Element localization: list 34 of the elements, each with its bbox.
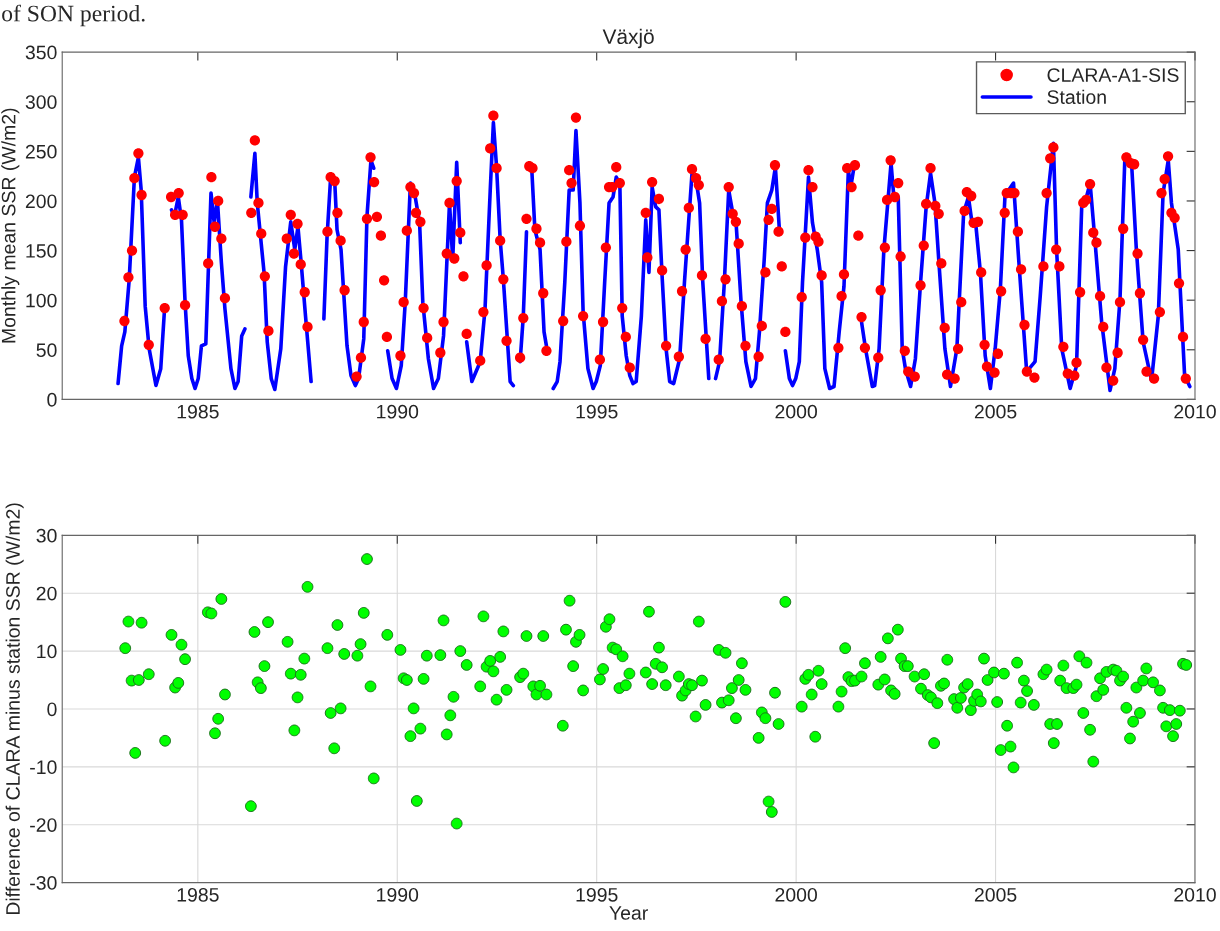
text: of SON period. xyxy=(2,4,145,27)
y-tick-label: 200 xyxy=(25,194,57,209)
y-tick-label: -10 xyxy=(30,760,57,775)
y-tick-label: 0 xyxy=(47,392,57,407)
y-tick-label: 30 xyxy=(36,528,57,543)
y-tick-label: 50 xyxy=(36,343,57,358)
y-tick-label: 10 xyxy=(37,644,57,659)
y-axis-title: Difference of CLARA minus station SSR (W/m2) xyxy=(5,503,24,915)
y-tick-label: 300 xyxy=(25,95,57,109)
legend-label: CLARA-A1-SIS xyxy=(1047,68,1179,82)
y-tick-label: -30 xyxy=(30,876,57,890)
x-tick-label: 1995 xyxy=(576,887,618,902)
x-tick-label: 2010 xyxy=(1174,404,1216,419)
x-tick-label: 2005 xyxy=(974,887,1017,902)
y-tick-label: 0 xyxy=(47,702,57,717)
y-axis-title: Monthly mean SSR (W/m2) xyxy=(1,108,20,343)
y-tick-label: 20 xyxy=(36,586,57,601)
legend-label: Station xyxy=(1047,89,1106,104)
x-tick-label: 1985 xyxy=(177,887,219,902)
x-tick-label: 1985 xyxy=(177,404,219,419)
y-tick-label: 100 xyxy=(26,293,57,308)
x-tick-label: 2000 xyxy=(775,404,817,419)
x-tick-label: 2010 xyxy=(1174,887,1216,902)
chart-title: Växjö xyxy=(602,28,654,49)
y-tick-label: 250 xyxy=(25,144,57,159)
y-tick-label: 350 xyxy=(25,45,57,60)
y-tick-label: -20 xyxy=(30,818,57,832)
x-tick-label: 2005 xyxy=(974,404,1017,419)
x-axis-title: Year xyxy=(609,906,648,920)
x-tick-label: 2000 xyxy=(775,887,817,902)
x-tick-label: 1990 xyxy=(377,887,419,902)
x-tick-label: 1995 xyxy=(576,404,618,419)
x-tick-label: 1990 xyxy=(377,404,419,419)
y-tick-label: 150 xyxy=(26,244,57,258)
